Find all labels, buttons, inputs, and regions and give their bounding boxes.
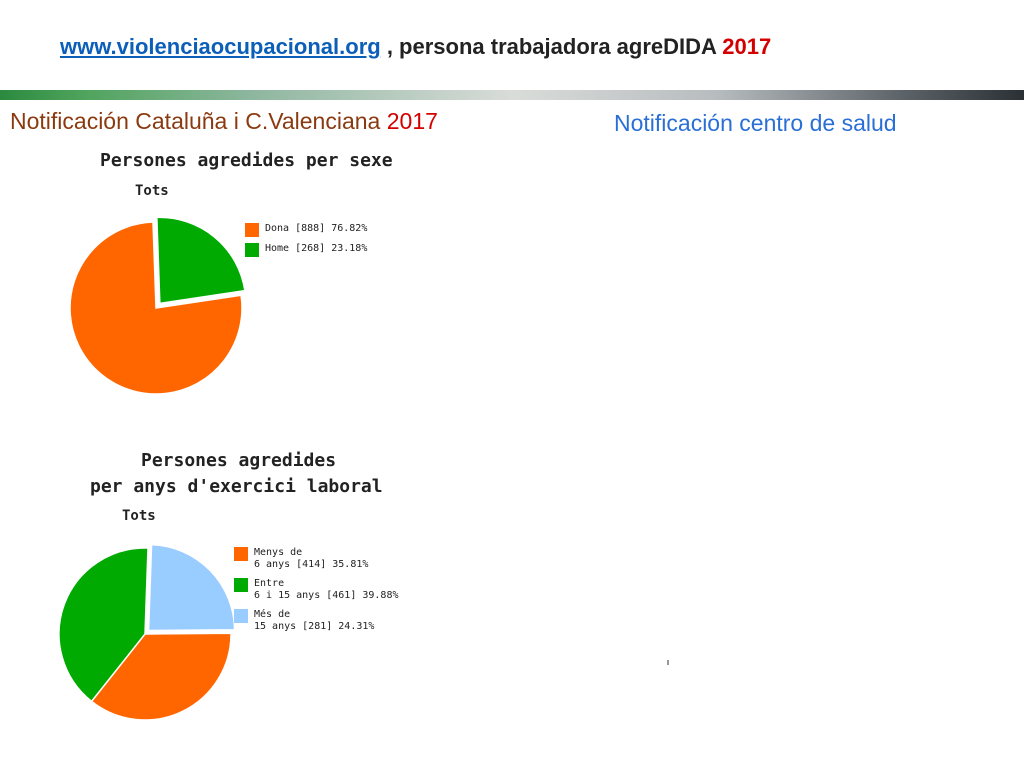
- chart2-subtitle: Tots: [122, 508, 156, 524]
- legend-swatch: [245, 223, 259, 237]
- stray-mark: [667, 660, 669, 665]
- pie-slice-3: [58, 547, 149, 703]
- legend-item-2: Entre 6 i 15 anys [461] 39.88%: [234, 578, 399, 602]
- subtitle-right: Notificación centro de salud: [614, 110, 897, 136]
- legend-label: Home [268] 23.18%: [265, 243, 368, 254]
- pie-slice-1: [156, 216, 246, 305]
- chart1-subtitle: Tots: [135, 183, 169, 199]
- legend-item-2: Home [268] 23.18%: [245, 243, 367, 257]
- legend-item-1: Dona [888] 76.82%: [245, 223, 367, 237]
- pie-slice-2: [90, 632, 232, 721]
- header-divider: [0, 90, 1024, 100]
- chart2-title-line2: per anys d'exercici laboral: [90, 476, 383, 497]
- website-link[interactable]: www.violenciaocupacional.org: [60, 34, 381, 59]
- legend-swatch: [234, 547, 248, 561]
- legend-item-3: Més de 15 anys [281] 24.31%: [234, 609, 399, 633]
- pie-slice-1: [147, 543, 236, 632]
- legend-label: Dona [888] 76.82%: [265, 223, 368, 234]
- pie-slice-2: [69, 221, 243, 395]
- legend-swatch: [234, 609, 248, 623]
- legend-item-1: Menys de 6 anys [414] 35.81%: [234, 547, 399, 571]
- subtitle-left-year: 2017: [386, 108, 438, 134]
- legend-label: Entre 6 i 15 anys [461] 39.88%: [254, 578, 399, 601]
- legend-label: Menys de 6 anys [414] 35.81%: [254, 547, 369, 570]
- chart1-legend: Dona [888] 76.82% Home [268] 23.18%: [245, 223, 367, 263]
- chart2-legend: Menys de 6 anys [414] 35.81% Entre 6 i 15…: [234, 547, 399, 640]
- title-year: 2017: [722, 34, 772, 59]
- legend-label: Més de 15 anys [281] 24.31%: [254, 609, 375, 632]
- subtitle-left-text: Notificación Cataluña i C.Valenciana: [10, 108, 381, 134]
- chart2-title-line1: Persones agredides: [141, 450, 337, 471]
- subtitle-left: Notificación Cataluña i C.Valenciana 201…: [10, 108, 438, 135]
- chart1-title: Persones agredides per sexe: [100, 150, 393, 171]
- title-text: , persona trabajadora agreDIDA: [386, 34, 717, 59]
- page-title: www.violenciaocupacional.org , persona t…: [60, 34, 771, 60]
- legend-swatch: [245, 243, 259, 257]
- legend-swatch: [234, 578, 248, 592]
